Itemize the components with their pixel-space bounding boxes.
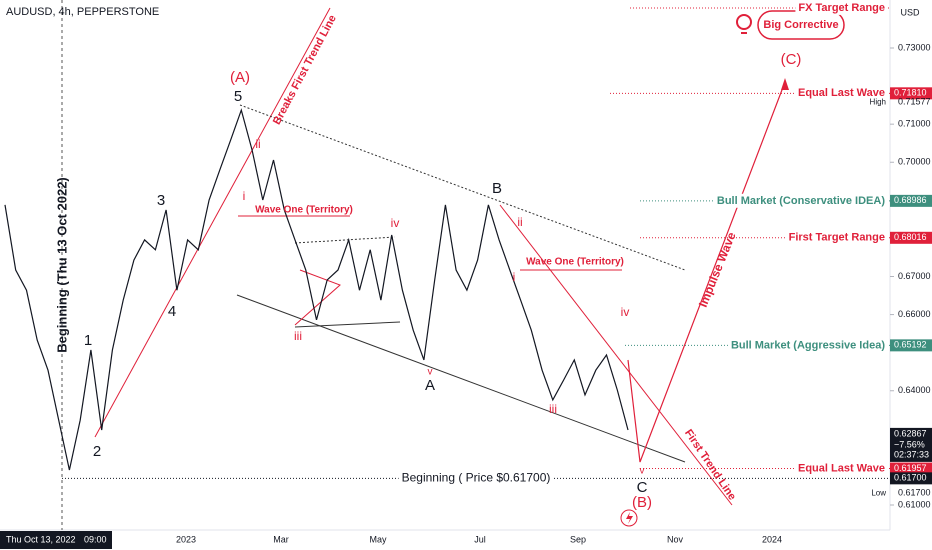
wave-annotation: i	[243, 189, 246, 203]
wave-annotation: (B)	[632, 494, 652, 511]
price-badge	[890, 87, 932, 100]
price-badge	[890, 339, 932, 352]
triangle-waves	[294, 269, 341, 326]
price-change: −7.56%	[894, 439, 925, 449]
badge-price: 0.71577	[898, 97, 931, 107]
y-tick-label: 0.66000	[898, 309, 931, 319]
price-line	[4, 108, 629, 471]
price-badge-label: 0.61957	[894, 463, 927, 473]
impulse-wave-path	[627, 81, 786, 463]
wave-annotation: 4	[168, 303, 176, 320]
price-badge-label: 0.61700	[894, 473, 927, 483]
bar-countdown: 02:37:33	[894, 449, 929, 459]
level-label: Equal Last Wave	[798, 87, 885, 99]
currency: USD	[900, 7, 920, 17]
x-tick-label: Sep	[570, 534, 586, 544]
wave-annotation: Beginning (Thu 13 Oct 2022)	[54, 177, 69, 353]
price-badge-label: 0.71810	[894, 88, 927, 98]
x-tick-label: May	[369, 534, 387, 544]
wave-annotation: iv	[621, 305, 630, 319]
badge-name: High	[870, 97, 886, 106]
wave-annotation: v	[428, 367, 433, 378]
wave-annotation: B	[492, 180, 502, 197]
price-badge	[890, 231, 932, 244]
badge-name: Low	[871, 488, 886, 497]
level-label: FX Target Range	[798, 2, 885, 14]
label-background	[795, 0, 888, 15]
x-tick-label: Nov	[667, 534, 684, 544]
arrow-head	[781, 78, 789, 90]
level-label: Equal Last Wave	[798, 462, 885, 474]
event-icon	[626, 512, 633, 524]
badge-price: 0.61700	[898, 488, 931, 498]
y-tick-label: 0.61000	[898, 499, 931, 509]
wave-annotation: Wave One (Territory)	[526, 257, 624, 268]
wave-annotation: C	[637, 479, 648, 496]
wave-annotation: 5	[234, 88, 242, 105]
wave-annotation: i	[513, 270, 516, 284]
price-badge	[890, 472, 932, 485]
label-background	[727, 338, 889, 353]
channel-top	[239, 104, 686, 271]
wave-annotation: iii	[294, 329, 302, 343]
price-badge-label: 0.68016	[894, 232, 927, 242]
wave-annotation: Big Corrective	[763, 19, 838, 31]
x-tick-label: 2024	[762, 534, 782, 544]
wave-annotation: (C)	[781, 51, 802, 68]
triangle-bottom	[294, 321, 401, 328]
triangle-top	[294, 236, 396, 244]
x-tick-label: 2023	[176, 534, 196, 544]
wave-annotation: ii	[255, 137, 260, 151]
y-tick-label: 0.71000	[898, 119, 931, 129]
label-background	[713, 193, 889, 208]
wave-annotation: iv	[391, 216, 400, 230]
label-background	[785, 230, 888, 245]
wave-annotation: Wave One (Territory)	[255, 205, 353, 216]
wave-annotation: 1	[84, 332, 92, 349]
lightbulb-icon	[736, 14, 752, 30]
y-tick-label: 0.73000	[898, 42, 931, 52]
price-badge	[890, 462, 932, 475]
level-label: First Target Range	[789, 232, 885, 244]
wave-annotation: v	[640, 466, 645, 477]
wave-annotation: 2	[93, 443, 101, 460]
level-label: Beginning ( Price $0.61700)	[402, 471, 551, 485]
x-tick-label: Mar	[273, 534, 289, 544]
first-trend-line-break	[94, 7, 331, 438]
channel-bottom	[236, 294, 686, 463]
first-trend-line	[499, 204, 733, 506]
level-label: Bull Market (Aggressive Idea)	[731, 339, 885, 351]
label-background	[398, 469, 554, 486]
label-background	[794, 86, 888, 101]
label-background	[794, 461, 888, 476]
price-badge-label: 0.65192	[894, 340, 927, 350]
crosshair-date: Thu Oct 13, 2022	[6, 534, 76, 544]
wave-annotation: (A)	[230, 69, 250, 86]
y-tick-label: 0.70000	[898, 157, 931, 167]
current-price-badge	[890, 427, 932, 462]
level-label: Bull Market (Conservative IDEA)	[717, 195, 885, 207]
y-tick-label: 0.67000	[898, 271, 931, 281]
wave-annotation: iii	[549, 402, 557, 416]
crosshair-label-bg	[0, 531, 112, 549]
crosshair-time: 09:00	[84, 534, 107, 544]
wave-annotation: ii	[517, 215, 522, 229]
current-price: 0.62867	[894, 428, 927, 438]
wave-annotation: 3	[157, 192, 165, 209]
price-badge-label: 0.68986	[894, 195, 927, 205]
wave-annotation: A	[425, 377, 435, 394]
x-tick-label: Jul	[474, 534, 486, 544]
symbol-title: AUDUSD, 4h, PEPPERSTONE	[6, 6, 159, 18]
y-tick-label: 0.64000	[898, 385, 931, 395]
price-badge	[890, 194, 932, 207]
